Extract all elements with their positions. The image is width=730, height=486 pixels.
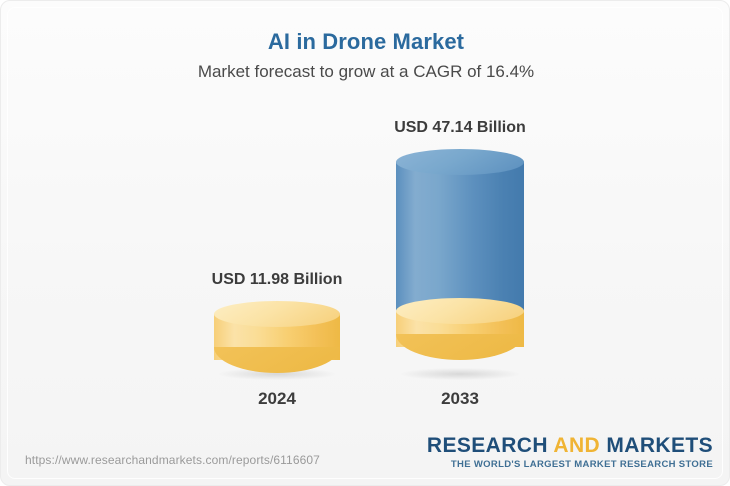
- bar-shadow-2033: [401, 368, 519, 380]
- brand-logo[interactable]: RESEARCH AND MARKETS THE WORLD'S LARGEST…: [426, 434, 713, 471]
- bar-body-2033: [396, 162, 524, 311]
- bar-value-label-2033: USD 47.14 Billion: [394, 119, 526, 136]
- bar-cylinder-2024[interactable]: [214, 301, 340, 380]
- bar-cylinder-2033[interactable]: [396, 149, 524, 380]
- bar-shadow-2024: [219, 368, 335, 380]
- logo-wordmark: RESEARCH AND MARKETS: [426, 434, 713, 457]
- page-title: AI in Drone Market: [267, 29, 465, 54]
- bar-top-ellipse-2024: [214, 301, 340, 327]
- bar-category-label-2033: 2033: [441, 389, 479, 408]
- bar-value-label-2024: USD 11.98 Billion: [211, 271, 343, 288]
- logo-word-and: AND: [553, 434, 601, 457]
- source-url[interactable]: https://www.researchandmarkets.com/repor…: [25, 453, 320, 467]
- bar-top-ellipse-2033: [396, 149, 524, 175]
- bar-segment-divider-ellipse-2033: [396, 298, 524, 324]
- bar-bottom-ellipse-2033: [396, 334, 524, 360]
- bar-category-label-2024: 2024: [258, 389, 296, 408]
- logo-word-markets: MARKETS: [606, 434, 713, 457]
- chart-subtitle: Market forecast to grow at a CAGR of 16.…: [197, 62, 535, 81]
- logo-word-research: RESEARCH: [426, 434, 548, 457]
- logo-tagline: THE WORLD'S LARGEST MARKET RESEARCH STOR…: [450, 459, 713, 471]
